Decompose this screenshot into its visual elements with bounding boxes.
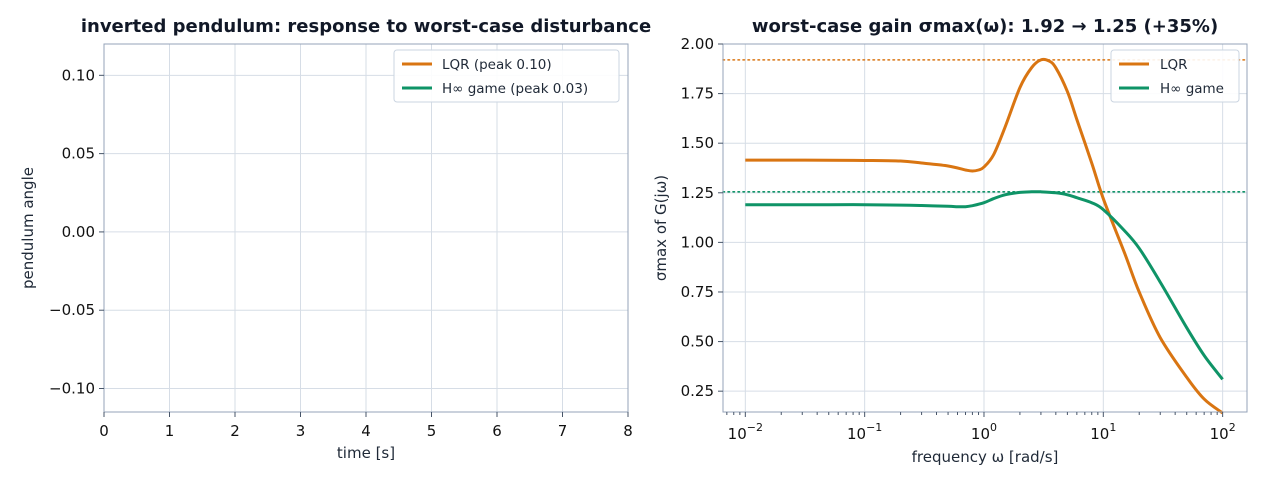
right-y-tick-label: 1.25 [681, 184, 714, 202]
right-x-tick-base: 10 [728, 425, 747, 443]
left-x-tick-label: 8 [623, 422, 633, 440]
left-legend-label-hinf: H∞ game (peak 0.03) [442, 81, 588, 97]
left-y-tick-label: −0.10 [49, 380, 95, 398]
left-y-ticks: −0.10 −0.05 0.00 0.05 0.10 [49, 66, 104, 398]
right-y-tick-label: 1.00 [681, 233, 714, 251]
right-plot-frame [722, 43, 1248, 413]
left-x-tick-label: 3 [296, 422, 306, 440]
right-y-tick-label: 0.25 [681, 382, 714, 400]
right-x-tick-base: 10 [971, 425, 990, 443]
right-chart-title: worst-case gain σmax(ω): 1.92 → 1.25 (+3… [752, 16, 1218, 37]
left-x-ticks: 0 1 2 3 4 5 6 7 8 [99, 412, 633, 440]
right-x-tick-exponent: −2 [747, 421, 763, 434]
right-chart-panel: worst-case gain σmax(ω): 1.92 → 1.25 (+3… [652, 16, 1248, 466]
right-y-tick-label: 2.00 [681, 35, 714, 53]
left-chart-panel: inverted pendulum: response to worst-cas… [19, 16, 651, 462]
right-y-tick-label: 0.75 [681, 283, 714, 301]
left-x-tick-label: 6 [492, 422, 502, 440]
left-y-tick-label: 0.00 [62, 223, 95, 241]
left-x-axis-label: time [s] [337, 444, 395, 462]
left-y-tick-label: −0.05 [49, 301, 95, 319]
left-legend: LQR (peak 0.10) H∞ game (peak 0.03) [393, 49, 620, 103]
left-x-tick-label: 0 [99, 422, 109, 440]
left-x-tick-label: 5 [427, 422, 437, 440]
right-x-tick-base: 10 [1210, 425, 1229, 443]
right-legend-label-hinf: H∞ game [1160, 81, 1224, 97]
right-x-tick-label: 10−2 [728, 421, 763, 443]
right-legend-label-lqr: LQR [1160, 57, 1188, 73]
right-x-tick-base: 10 [847, 425, 866, 443]
left-chart-title: inverted pendulum: response to worst-cas… [81, 16, 651, 37]
right-y-tick-label: 0.50 [681, 333, 714, 351]
right-x-tick-exponent: 0 [990, 421, 997, 434]
right-x-tick-label: 101 [1090, 421, 1116, 443]
left-y-tick-label: 0.05 [62, 145, 95, 163]
right-x-tick-label: 100 [971, 421, 997, 443]
left-legend-box [393, 49, 620, 103]
right-x-tick-label: 102 [1210, 421, 1236, 443]
left-x-tick-label: 7 [558, 422, 568, 440]
left-y-tick-label: 0.10 [62, 66, 95, 84]
right-x-tick-exponent: −1 [866, 421, 882, 434]
right-x-tick-exponent: 1 [1109, 421, 1116, 434]
right-series-line-lqr [745, 57, 1224, 415]
left-y-axis-label: pendulum angle [19, 167, 37, 289]
right-x-axis-label: frequency ω [rad/s] [912, 448, 1059, 466]
right-x-tick-base: 10 [1090, 425, 1109, 443]
right-y-ticks: 0.25 0.50 0.75 1.00 1.25 1.50 1.75 2.00 [681, 35, 723, 400]
right-y-tick-label: 1.50 [681, 134, 714, 152]
left-x-tick-label: 1 [165, 422, 175, 440]
right-y-axis-label: σmax of G(jω) [652, 175, 670, 281]
right-legend: LQR H∞ game [1110, 49, 1240, 103]
right-x-tick-exponent: 2 [1229, 421, 1236, 434]
right-series-line-hinf [745, 190, 1224, 381]
left-legend-label-lqr: LQR (peak 0.10) [442, 57, 552, 73]
right-y-tick-label: 1.75 [681, 85, 714, 103]
right-series [745, 57, 1224, 415]
left-x-tick-label: 4 [361, 422, 371, 440]
right-x-ticks: 10−2 10−1 100 101 102 [726, 412, 1236, 443]
left-x-tick-label: 2 [230, 422, 240, 440]
right-x-tick-label: 10−1 [847, 421, 882, 443]
